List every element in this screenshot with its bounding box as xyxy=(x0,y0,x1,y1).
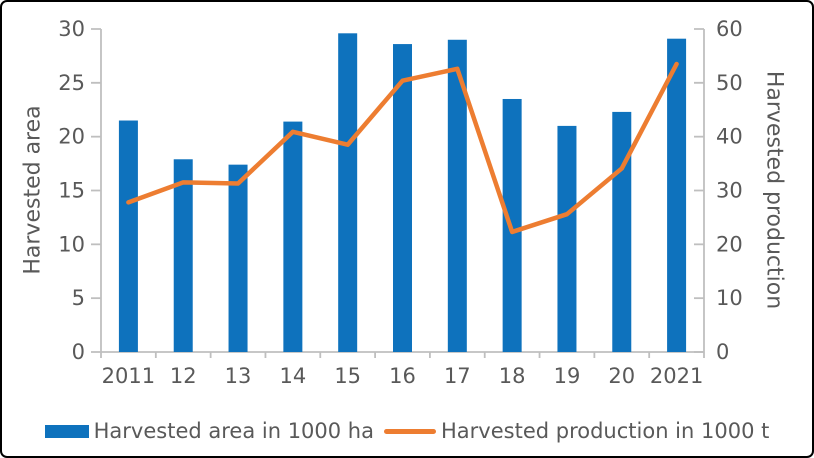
right-axis-tick-label: 0 xyxy=(716,340,729,364)
left-axis-tick-label: 5 xyxy=(72,286,85,310)
bar-12 xyxy=(173,159,193,352)
bar-2011 xyxy=(118,120,138,353)
bar-16 xyxy=(393,44,412,352)
x-axis-tick-label: 13 xyxy=(225,364,252,388)
x-axis-tick-label: 14 xyxy=(279,364,306,388)
production-line xyxy=(126,61,679,235)
left-axis-tick-label: 30 xyxy=(58,17,85,41)
left-axis-tick-label: 20 xyxy=(58,125,85,149)
bar-20 xyxy=(612,111,632,352)
x-axis-tick-label: 19 xyxy=(554,364,581,388)
legend-line-swatch-icon xyxy=(384,428,436,434)
bar-14 xyxy=(283,121,303,353)
x-axis-tick-label: 16 xyxy=(389,364,416,388)
bar-13 xyxy=(228,164,248,352)
right-axis-tick-label: 10 xyxy=(716,286,743,310)
x-axis-tick-label: 15 xyxy=(334,364,361,388)
bar-2021 xyxy=(667,38,687,352)
legend-bar-label: Harvested area in 1000 ha xyxy=(93,419,374,443)
bar-19 xyxy=(557,125,577,353)
legend-line-label: Harvested production in 1000 t xyxy=(441,419,770,443)
x-axis-tick-label: 2021 xyxy=(650,364,703,388)
right-axis-tick-label: 50 xyxy=(716,71,743,95)
right-axis-tick-label: 20 xyxy=(716,232,743,256)
left-axis-tick-label: 25 xyxy=(58,71,85,95)
right-axis-tick-label: 30 xyxy=(716,179,743,203)
legend-bar-swatch-icon xyxy=(44,424,89,438)
plot-area: 0 5 10 15 20 25 30 0 10 20 30 40 50 60 2011 12 13 14 15 16 1… xyxy=(58,17,743,388)
x-axis-tick-label: 12 xyxy=(170,364,197,388)
bar-17 xyxy=(447,39,467,353)
x-axis-tick-label: 18 xyxy=(499,364,526,388)
bar-15 xyxy=(338,33,358,352)
x-axis-tick-label: 20 xyxy=(608,364,635,388)
x-axis-tick-label: 2011 xyxy=(102,364,155,388)
left-axis-tick-label: 15 xyxy=(58,179,85,203)
left-axis-tick-label: 0 xyxy=(72,340,85,364)
x-axis-tick-label: 17 xyxy=(444,364,471,388)
left-axis-tick-label: 10 xyxy=(58,232,85,256)
right-axis-tick-label: 60 xyxy=(716,17,743,41)
legend: Harvested area in 1000 ha Harvested prod… xyxy=(2,414,812,448)
right-axis-tick-label: 40 xyxy=(716,125,743,149)
